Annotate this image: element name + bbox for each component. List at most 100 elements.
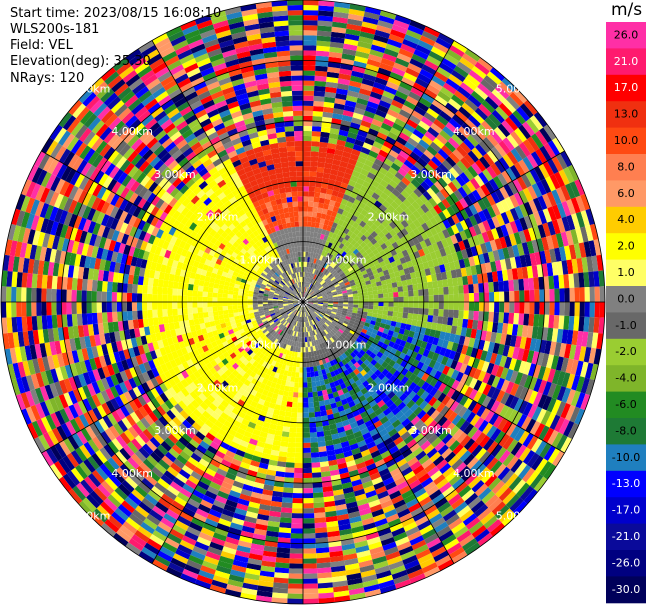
velocity-gate <box>483 515 499 529</box>
velocity-gate <box>547 447 561 464</box>
velocity-gate <box>385 263 393 270</box>
velocity-gate <box>431 170 442 181</box>
velocity-gate <box>437 279 444 288</box>
velocity-gate <box>471 524 487 539</box>
velocity-gate <box>366 171 376 180</box>
velocity-gate <box>506 268 514 281</box>
velocity-gate <box>386 108 399 119</box>
velocity-gate <box>346 334 352 341</box>
velocity-gate <box>333 251 339 258</box>
velocity-gate <box>468 302 475 311</box>
velocity-gate <box>292 397 298 403</box>
velocity-gate <box>472 357 481 369</box>
velocity-gate <box>363 298 369 302</box>
velocity-gate <box>569 181 581 198</box>
velocity-gate <box>401 347 409 355</box>
velocity-gate <box>317 25 332 32</box>
velocity-gate <box>524 337 532 351</box>
velocity-gate <box>509 92 524 107</box>
velocity-gate <box>332 305 339 308</box>
velocity-gate <box>374 227 382 235</box>
velocity-gate <box>347 18 363 27</box>
velocity-gate <box>392 225 401 234</box>
velocity-gate <box>389 272 396 279</box>
velocity-gate <box>433 70 449 83</box>
velocity-gate <box>565 230 574 246</box>
velocity-gate <box>414 326 422 334</box>
velocity-gate <box>303 402 309 408</box>
velocity-gate <box>506 439 519 453</box>
velocity-gate <box>448 333 456 343</box>
velocity-gate <box>371 86 385 96</box>
velocity-gate <box>357 92 370 101</box>
velocity-gate <box>320 244 325 251</box>
velocity-gate <box>387 330 394 337</box>
velocity-gate <box>528 376 538 391</box>
velocity-gate <box>308 262 312 268</box>
velocity-gate <box>371 329 379 335</box>
velocity-gate <box>570 390 581 407</box>
velocity-gate <box>427 350 435 360</box>
velocity-gate <box>342 48 357 56</box>
velocity-gate <box>303 286 305 292</box>
velocity-gate <box>319 312 325 316</box>
velocity-gate <box>304 292 308 298</box>
velocity-gate <box>467 237 476 248</box>
velocity-gate <box>416 206 426 217</box>
velocity-gate <box>331 269 337 276</box>
velocity-gate <box>483 75 499 89</box>
velocity-gate <box>566 389 576 405</box>
velocity-gate <box>568 315 575 331</box>
velocity-gate <box>482 208 492 221</box>
velocity-gate <box>393 140 405 151</box>
velocity-gate <box>512 479 526 494</box>
velocity-gate <box>380 279 387 286</box>
velocity-gate <box>306 272 310 278</box>
velocity-gate <box>314 310 320 315</box>
velocity-gate <box>445 102 459 115</box>
velocity-gate <box>459 82 475 95</box>
velocity-gate <box>485 331 492 342</box>
velocity-gate <box>536 352 545 366</box>
velocity-gate <box>450 497 465 510</box>
velocity-gate <box>373 241 381 249</box>
velocity-gate <box>437 501 451 514</box>
velocity-gate <box>296 422 303 428</box>
velocity-gate <box>505 209 515 223</box>
velocity-gate <box>513 232 522 245</box>
velocity-gate <box>463 453 476 466</box>
velocity-gate <box>417 39 434 51</box>
velocity-gate <box>296 357 301 363</box>
velocity-gate <box>422 314 429 322</box>
velocity-gate <box>508 113 523 128</box>
velocity-gate <box>459 219 469 231</box>
velocity-gate <box>363 391 372 400</box>
velocity-gate <box>432 455 445 467</box>
velocity-gate <box>400 163 411 173</box>
velocity-gate <box>363 230 371 238</box>
velocity-gate <box>304 281 307 288</box>
velocity-gate <box>408 307 414 314</box>
velocity-gate <box>332 239 339 246</box>
velocity-gate <box>330 226 336 234</box>
velocity-gate <box>359 266 366 273</box>
velocity-gate <box>380 383 389 392</box>
velocity-gate <box>393 62 408 73</box>
velocity-gate <box>370 179 380 189</box>
velocity-gate <box>430 46 447 58</box>
velocity-gate <box>374 136 386 146</box>
velocity-gate <box>316 45 330 52</box>
velocity-gate <box>448 517 463 530</box>
velocity-gate <box>432 399 442 410</box>
velocity-gate <box>482 220 491 232</box>
velocity-gate <box>321 239 327 246</box>
velocity-gate <box>303 452 312 459</box>
velocity-gate <box>551 328 559 343</box>
velocity-gate <box>343 302 349 305</box>
velocity-gate <box>477 198 487 211</box>
velocity-gate <box>475 348 483 360</box>
velocity-gate <box>353 165 363 174</box>
velocity-gate <box>370 44 386 54</box>
velocity-gate <box>339 326 346 332</box>
velocity-gate <box>375 171 386 180</box>
